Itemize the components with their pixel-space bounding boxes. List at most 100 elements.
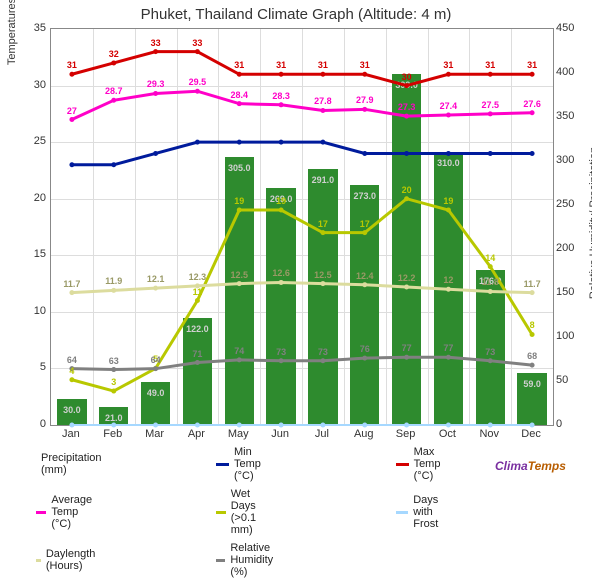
ytick-left: 20 xyxy=(34,192,46,204)
series-value-label: 12.6 xyxy=(272,268,290,278)
xtick: Dec xyxy=(521,428,541,440)
series-value-label: 28.3 xyxy=(272,91,290,101)
legend-label: Precipitation (mm) xyxy=(41,452,102,476)
series-marker xyxy=(279,140,284,145)
series-value-label: 27 xyxy=(67,106,77,116)
series-marker xyxy=(195,298,200,303)
legend-item: Relative Humidity (%) xyxy=(216,542,275,578)
series-marker xyxy=(446,287,451,292)
ytick-right: 100 xyxy=(556,330,574,342)
series-marker xyxy=(362,107,367,112)
series-marker xyxy=(69,162,74,167)
series-value-label: 28.7 xyxy=(105,86,123,96)
legend-label: Daylength (Hours) xyxy=(46,548,96,572)
y-axis-left-label: Temperatures/ Wet Days/ Sunlight/ Daylig… xyxy=(6,0,18,65)
series-value-label: 30 xyxy=(402,72,412,82)
legend-item: Min Temp (°C) xyxy=(216,446,275,482)
series-value-label: 12.1 xyxy=(147,274,165,284)
series-marker xyxy=(362,230,367,235)
legend-swatch xyxy=(36,559,41,562)
series-value-label: 33 xyxy=(192,38,202,48)
series-value-label: 8 xyxy=(530,320,535,330)
series-value-label: 74 xyxy=(234,346,244,356)
series-value-label: 77 xyxy=(402,343,412,353)
ytick-right: 400 xyxy=(556,66,574,78)
series-marker xyxy=(153,366,158,371)
legend-swatch xyxy=(216,511,226,514)
series-marker xyxy=(530,290,535,295)
series-marker xyxy=(111,423,116,428)
series-marker xyxy=(530,151,535,156)
series-marker xyxy=(279,72,284,77)
series-marker xyxy=(279,423,284,428)
legend-item: Max Temp (°C) xyxy=(396,446,455,482)
series-value-label: 12.5 xyxy=(314,270,332,280)
series-value-label: 31 xyxy=(360,60,370,70)
series-marker xyxy=(320,281,325,286)
series-value-label: 11.7 xyxy=(524,279,541,289)
series-marker xyxy=(404,151,409,156)
series-marker xyxy=(320,358,325,363)
series-marker xyxy=(488,289,493,294)
series-marker xyxy=(446,151,451,156)
series-value-label: 3 xyxy=(111,377,116,387)
series-marker xyxy=(404,114,409,119)
series-value-label: 4 xyxy=(69,366,74,376)
series-marker xyxy=(195,89,200,94)
ytick-right: 350 xyxy=(556,110,574,122)
series-marker xyxy=(530,363,535,368)
series-marker xyxy=(404,196,409,201)
xtick: Aug xyxy=(354,428,374,440)
legend-label: Wet Days (>0.1 mm) xyxy=(231,488,276,536)
series-value-label: 64 xyxy=(67,355,77,365)
xtick: Sep xyxy=(396,428,416,440)
series-value-label: 27.8 xyxy=(314,96,332,106)
series-line xyxy=(72,52,532,86)
series-value-label: 27.3 xyxy=(398,102,416,112)
legend-item: Wet Days (>0.1 mm) xyxy=(216,488,275,536)
series-marker xyxy=(488,423,493,428)
series-marker xyxy=(195,49,200,54)
series-value-label: 19 xyxy=(276,196,286,206)
series-value-label: 11.8 xyxy=(482,277,499,287)
series-marker xyxy=(320,140,325,145)
series-marker xyxy=(237,423,242,428)
legend-label: Days with Frost xyxy=(413,494,455,530)
chart-title: Phuket, Thailand Climate Graph (Altitude… xyxy=(0,6,592,23)
series-marker xyxy=(69,423,74,428)
series-value-label: 14 xyxy=(485,253,495,263)
series-value-label: 27.4 xyxy=(440,101,458,111)
series-line xyxy=(72,282,532,292)
series-value-label: 19 xyxy=(443,196,453,206)
series-marker xyxy=(488,264,493,269)
series-marker xyxy=(279,102,284,107)
series-value-label: 28.4 xyxy=(230,90,248,100)
ytick-right: 200 xyxy=(556,242,574,254)
legend-item: Days with Frost xyxy=(396,488,455,536)
series-marker xyxy=(195,140,200,145)
series-marker xyxy=(237,281,242,286)
y-axis-right-label: Relative Humidity/ Precipitation xyxy=(588,147,592,299)
legend-swatch xyxy=(396,511,408,514)
series-marker xyxy=(320,230,325,235)
series-marker xyxy=(488,151,493,156)
series-marker xyxy=(279,280,284,285)
ytick-right: 300 xyxy=(556,154,574,166)
series-value-label: 12 xyxy=(443,275,453,285)
series-value-label: 29.5 xyxy=(189,77,207,87)
legend-swatch xyxy=(216,559,225,562)
series-marker xyxy=(404,284,409,289)
series-value-label: 76 xyxy=(360,344,370,354)
series-marker xyxy=(111,60,116,65)
series-marker xyxy=(404,355,409,360)
series-marker xyxy=(153,91,158,96)
series-value-label: 17 xyxy=(360,219,370,229)
ytick-left: 5 xyxy=(40,361,46,373)
xtick: Jun xyxy=(271,428,289,440)
series-marker xyxy=(362,356,367,361)
series-marker xyxy=(362,151,367,156)
series-marker xyxy=(153,286,158,291)
series-value-label: 19 xyxy=(234,196,244,206)
series-marker xyxy=(69,117,74,122)
ytick-right: 0 xyxy=(556,418,562,430)
